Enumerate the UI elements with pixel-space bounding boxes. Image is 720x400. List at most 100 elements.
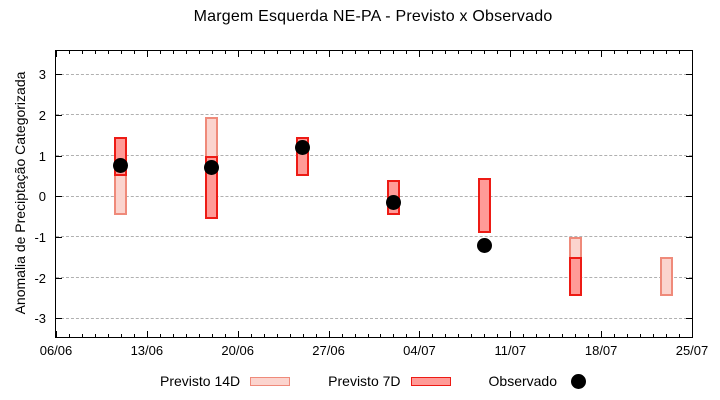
- x-minor-tick-top: [159, 51, 161, 54]
- x-tick-label: 04/07: [403, 343, 436, 358]
- x-minor-tick-top: [263, 51, 265, 54]
- x-minor-tick-top: [627, 51, 629, 54]
- x-minor-tick-bottom: [458, 334, 460, 337]
- observado-marker: [295, 139, 311, 155]
- x-minor-tick-top: [380, 51, 382, 54]
- x-minor-tick-top: [211, 51, 213, 54]
- x-minor-tick-bottom: [445, 334, 447, 337]
- y-major-tick-left: [56, 74, 62, 76]
- x-tick-label: 27/06: [312, 343, 345, 358]
- x-minor-tick-bottom: [250, 334, 252, 337]
- x-minor-tick-bottom: [432, 334, 434, 337]
- x-minor-tick-bottom: [406, 334, 408, 337]
- y-major-tick-right: [686, 318, 692, 320]
- x-minor-tick-top: [536, 51, 538, 54]
- x-minor-tick-top: [250, 51, 252, 54]
- legend-label-previsto-7d: Previsto 7D: [328, 373, 401, 389]
- x-major-tick-bottom: [510, 331, 512, 337]
- gridline: [56, 195, 692, 197]
- x-major-tick-bottom: [601, 331, 603, 337]
- x-minor-tick-bottom: [185, 334, 187, 337]
- previsto-7d-bar: [477, 177, 491, 233]
- x-minor-tick-top: [289, 51, 291, 54]
- x-minor-tick-top: [640, 51, 642, 54]
- y-major-tick-left: [56, 155, 62, 157]
- x-major-tick-top: [328, 51, 330, 57]
- legend-item-observado: Observado: [489, 373, 586, 389]
- x-minor-tick-top: [653, 51, 655, 54]
- observado-marker: [113, 158, 129, 174]
- x-major-tick-top: [146, 51, 148, 57]
- x-minor-tick-top: [133, 51, 135, 54]
- x-minor-tick-bottom: [211, 334, 213, 337]
- x-minor-tick-top: [107, 51, 109, 54]
- y-major-tick-right: [686, 236, 692, 238]
- x-minor-tick-top: [458, 51, 460, 54]
- x-minor-tick-bottom: [471, 334, 473, 337]
- x-tick-label: 13/06: [130, 343, 164, 358]
- gridline: [56, 277, 692, 279]
- x-minor-tick-bottom: [562, 334, 564, 337]
- y-major-tick-right: [686, 155, 692, 157]
- gridline: [56, 114, 692, 116]
- legend-item-previsto-14d: Previsto 14D: [160, 373, 291, 389]
- x-minor-tick-bottom: [393, 334, 395, 337]
- gridline: [56, 73, 692, 75]
- previsto-7d-swatch: [410, 376, 451, 386]
- y-tick-label: 3: [38, 67, 46, 83]
- x-minor-tick-bottom: [627, 334, 629, 337]
- x-tick-label: 06/06: [39, 343, 73, 358]
- x-minor-tick-bottom: [640, 334, 642, 337]
- x-major-tick-top: [419, 51, 421, 57]
- x-major-tick-bottom: [692, 331, 693, 337]
- x-minor-tick-bottom: [68, 334, 70, 337]
- legend-label-observado: Observado: [488, 373, 557, 389]
- x-minor-tick-top: [315, 51, 317, 54]
- y-major-tick-left: [56, 114, 62, 116]
- x-minor-tick-bottom: [575, 334, 577, 337]
- observado-marker: [204, 160, 220, 176]
- y-tick-label: -3: [34, 311, 46, 327]
- y-major-tick-right: [686, 277, 692, 279]
- y-major-tick-right: [686, 74, 692, 76]
- x-minor-tick-top: [81, 51, 83, 54]
- y-major-tick-left: [56, 318, 62, 320]
- x-minor-tick-top: [679, 51, 681, 54]
- y-major-tick-left: [56, 277, 62, 279]
- previsto-14d-swatch: [250, 376, 291, 386]
- previsto-14d-bar: [659, 257, 673, 296]
- x-minor-tick-bottom: [133, 334, 135, 337]
- x-minor-tick-top: [120, 51, 122, 54]
- y-tick-label: -1: [34, 229, 46, 245]
- x-minor-tick-top: [666, 51, 668, 54]
- x-minor-tick-top: [484, 51, 486, 54]
- x-minor-tick-top: [523, 51, 525, 54]
- x-minor-tick-bottom: [588, 334, 590, 337]
- y-tick-label: 0: [38, 189, 46, 205]
- x-minor-tick-top: [549, 51, 551, 54]
- x-minor-tick-top: [497, 51, 499, 54]
- x-minor-tick-top: [224, 51, 226, 54]
- x-minor-tick-top: [94, 51, 96, 54]
- x-major-tick-bottom: [146, 331, 148, 337]
- x-minor-tick-top: [432, 51, 434, 54]
- x-minor-tick-bottom: [653, 334, 655, 337]
- observado-marker: [385, 194, 401, 210]
- x-major-tick-top: [237, 51, 239, 57]
- x-minor-tick-top: [172, 51, 174, 54]
- x-minor-tick-top: [575, 51, 577, 54]
- chart-title: Margem Esquerda NE-PA - Previsto x Obser…: [193, 8, 553, 25]
- gridline: [56, 317, 692, 319]
- x-minor-tick-bottom: [81, 334, 83, 337]
- x-minor-tick-top: [276, 51, 278, 54]
- x-minor-tick-bottom: [276, 334, 278, 337]
- legend-label-previsto-14d: Previsto 14D: [160, 373, 241, 389]
- x-minor-tick-bottom: [120, 334, 122, 337]
- x-minor-tick-top: [198, 51, 200, 54]
- legend: Previsto 14D Previsto 7D Observado: [55, 367, 691, 395]
- x-tick-label: 25/07: [675, 343, 709, 358]
- x-minor-tick-bottom: [172, 334, 174, 337]
- x-major-tick-bottom: [419, 331, 421, 337]
- x-minor-tick-bottom: [549, 334, 551, 337]
